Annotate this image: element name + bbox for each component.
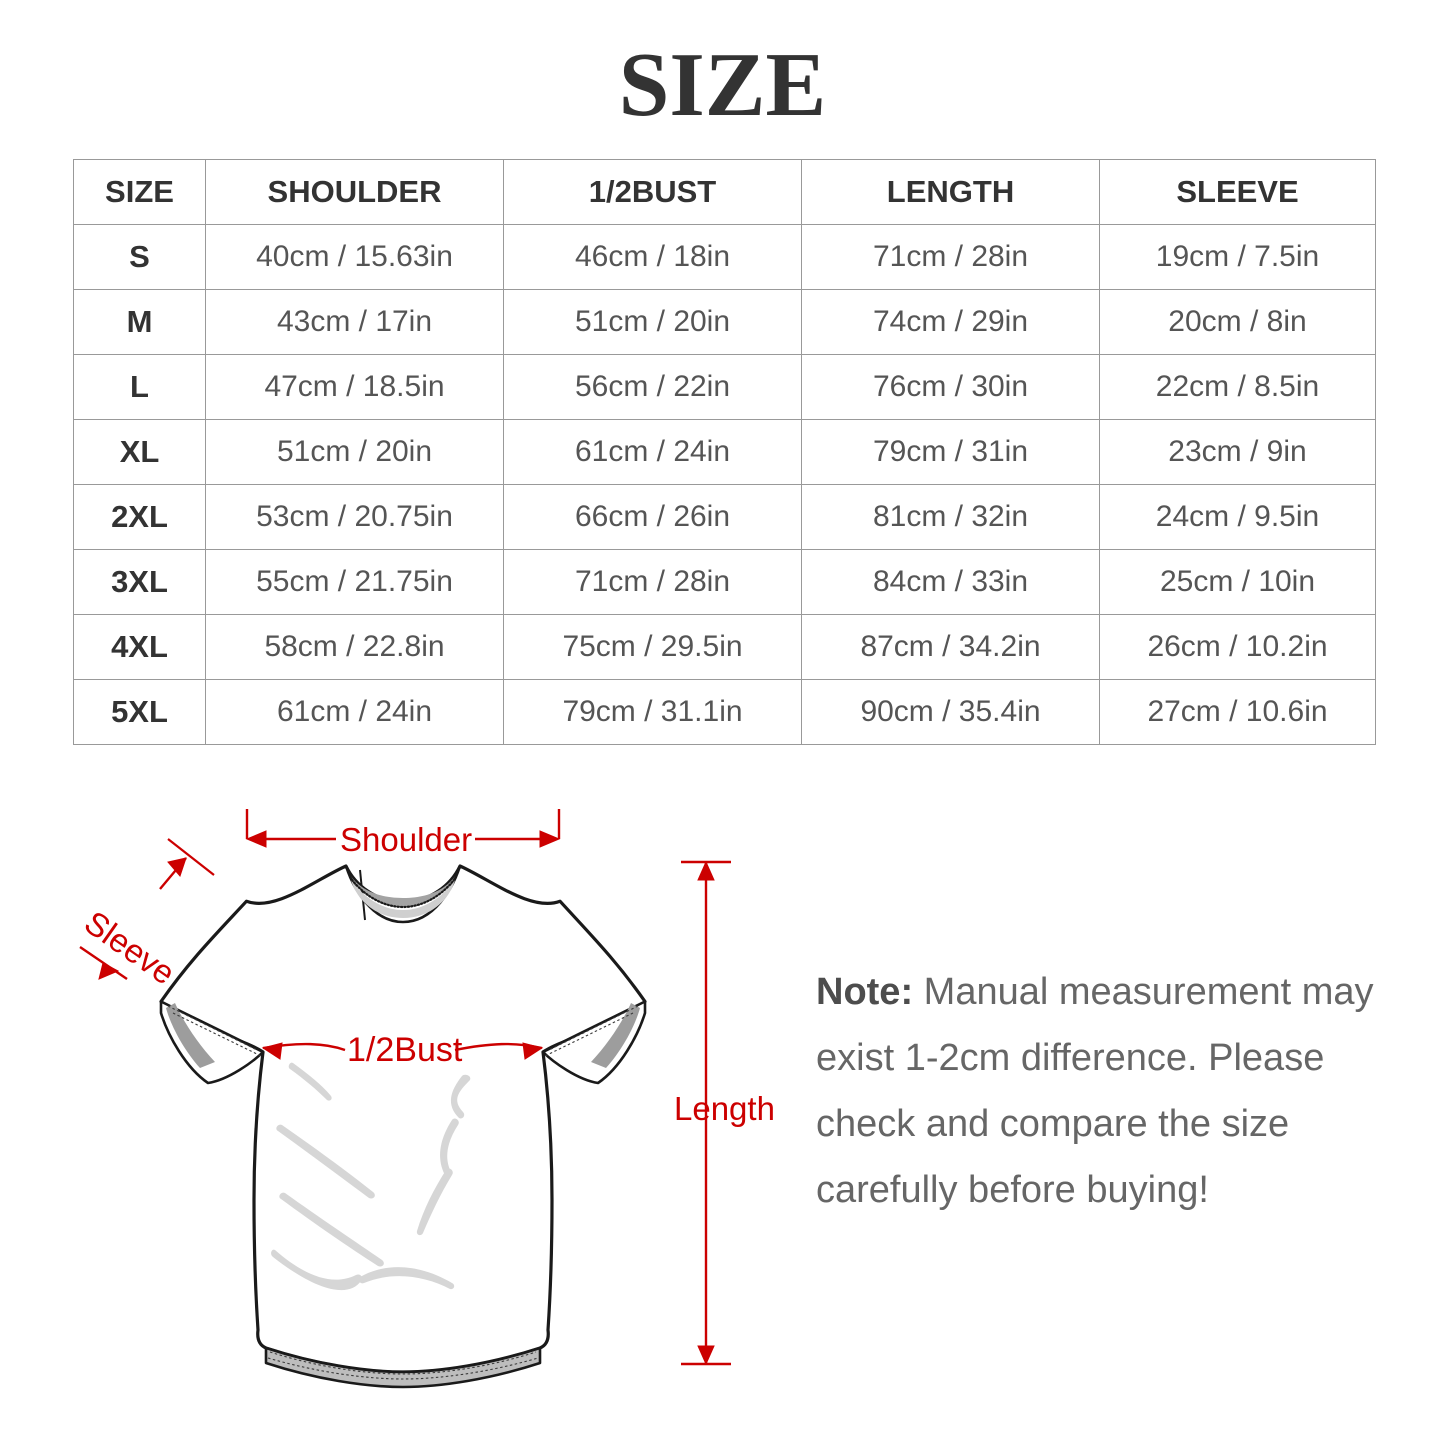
svg-text:Length: Length <box>674 1090 775 1127</box>
svg-text:1/2Bust: 1/2Bust <box>347 1031 463 1069</box>
svg-text:Shoulder: Shoulder <box>340 821 472 858</box>
svg-text:Sleeve: Sleeve <box>78 903 182 991</box>
